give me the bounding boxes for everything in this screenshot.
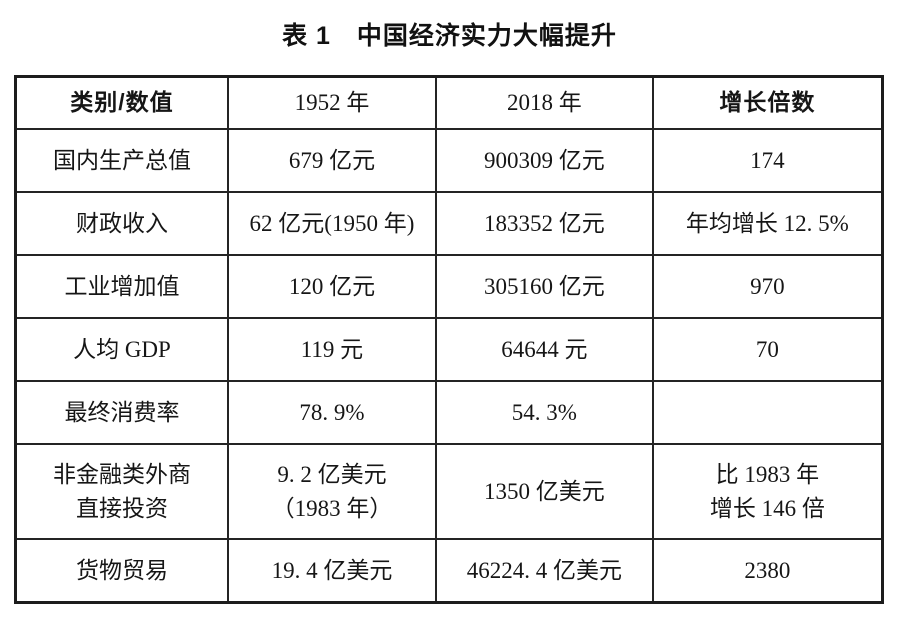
table-cell: 年均增长 12. 5% (651, 191, 884, 256)
table-cell: 900309 亿元 (434, 128, 654, 193)
column-header-1952: 1952 年 (226, 75, 437, 130)
column-header-2018: 2018 年 (434, 75, 654, 130)
table-row-fiscal-revenue: 财政收入 62 亿元(1950 年) 183352 亿元 年均增长 12. 5% (14, 191, 884, 256)
table-cell (651, 380, 884, 445)
table-cell: 119 元 (226, 317, 437, 382)
table-row-industrial-added-value: 工业增加值 120 亿元 305160 亿元 970 (14, 254, 884, 319)
table-cell: 679 亿元 (226, 128, 437, 193)
table-row-goods-trade: 货物贸易 19. 4 亿美元 46224. 4 亿美元 2380 (14, 538, 884, 604)
table-cell: 1350 亿美元 (434, 443, 654, 540)
table-cell: 46224. 4 亿美元 (434, 538, 654, 604)
table-cell: 人均 GDP (14, 317, 229, 382)
table-cell: 970 (651, 254, 884, 319)
table-cell: 174 (651, 128, 884, 193)
table-row-gdp-per-capita: 人均 GDP 119 元 64644 元 70 (14, 317, 884, 382)
table-row-final-consumption-rate: 最终消费率 78. 9% 54. 3% (14, 380, 884, 445)
column-header-category: 类别/数值 (14, 75, 229, 130)
table-cell: 2380 (651, 538, 884, 604)
page-title: 表 1 中国经济实力大幅提升 (282, 22, 617, 50)
table-cell: 货物贸易 (14, 538, 229, 604)
table-cell: 54. 3% (434, 380, 654, 445)
table-cell: 120 亿元 (226, 254, 437, 319)
table-cell: 最终消费率 (14, 380, 229, 445)
economy-table: 类别/数值 1952 年 2018 年 增长倍数 国内生产总值 679 亿元 9… (14, 75, 884, 604)
header-row: 类别/数值 1952 年 2018 年 增长倍数 (14, 75, 884, 130)
table-cell: 9. 2 亿美元 （1983 年） (226, 443, 437, 540)
table-cell: 70 (651, 317, 884, 382)
table-cell: 19. 4 亿美元 (226, 538, 437, 604)
table-cell: 305160 亿元 (434, 254, 654, 319)
column-header-growth: 增长倍数 (651, 75, 884, 130)
table-cell: 工业增加值 (14, 254, 229, 319)
table-row-non-financial-fdi: 非金融类外商 直接投资 9. 2 亿美元 （1983 年） 1350 亿美元 比… (14, 443, 884, 540)
table-row-gdp: 国内生产总值 679 亿元 900309 亿元 174 (14, 128, 884, 193)
table-cell: 62 亿元(1950 年) (226, 191, 437, 256)
economy-table-container: 类别/数值 1952 年 2018 年 增长倍数 国内生产总值 679 亿元 9… (14, 75, 884, 604)
table-cell: 64644 元 (434, 317, 654, 382)
table-cell: 财政收入 (14, 191, 229, 256)
table-cell: 78. 9% (226, 380, 437, 445)
table-cell: 非金融类外商 直接投资 (14, 443, 229, 540)
table-cell: 183352 亿元 (434, 191, 654, 256)
table-cell: 比 1983 年 增长 146 倍 (651, 443, 884, 540)
table-cell: 国内生产总值 (14, 128, 229, 193)
